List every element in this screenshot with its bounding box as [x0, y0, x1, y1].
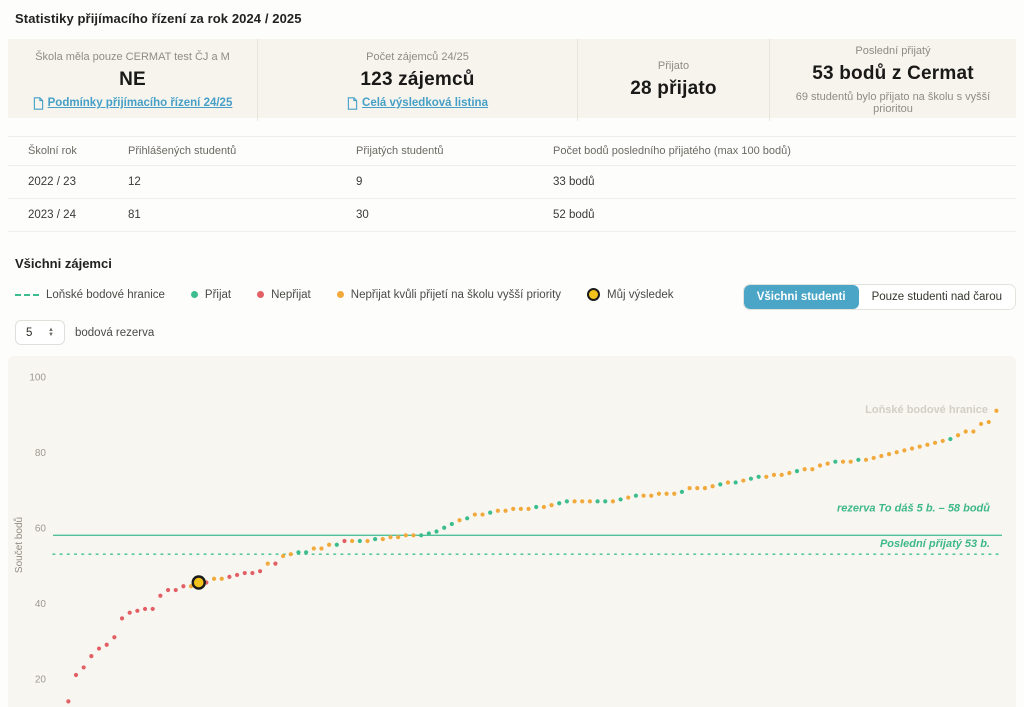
col-accepted: Přijatých studentů: [356, 136, 553, 166]
link-label: Podmínky přijímacího řízení 24/25: [47, 97, 233, 109]
toggle-all-students[interactable]: Všichni studenti: [743, 285, 859, 309]
legend-item-my-result: Můj výsledek: [587, 288, 674, 301]
admission-conditions-link[interactable]: Podmínky přijímacího řízení 24/25: [33, 96, 233, 110]
legend-label: Přijat: [204, 288, 232, 301]
svg-text:rezerva To dáš 5 b. – 58 bodů: rezerva To dáš 5 b. – 58 bodů: [837, 502, 990, 514]
cell-accepted: 30: [356, 198, 553, 232]
cell-year: 2023 / 24: [8, 198, 128, 232]
stat-value: 53 bodů z Cermat: [812, 63, 974, 84]
stat-subtext: 69 studentů bylo přijato na školu s vyšš…: [795, 91, 991, 115]
stat-card-applicants: Počet zájemců 24/25 123 zájemců Celá výs…: [258, 39, 578, 121]
svg-text:Poslední přijatý 53 b.: Poslední přijatý 53 b.: [880, 538, 990, 550]
stat-card-cermat: Škola měla pouze CERMAT test ČJ a M NE P…: [8, 39, 258, 121]
legend-label: Nepřijat kvůli přijetí na školu vyšší pr…: [350, 288, 562, 301]
section-title: Všichni zájemci: [15, 256, 112, 271]
history-table: Školní rok Přihlášených studentů Přijatý…: [8, 136, 1016, 232]
dashed-line-icon: [15, 293, 39, 296]
stat-value: 28 přijato: [630, 78, 717, 99]
chart-legend: Loňské bodové hranice Přijat Nepřijat Ne…: [15, 284, 674, 301]
orange-dot-icon: [336, 291, 344, 298]
cell-points: 52 bodů: [553, 198, 1016, 232]
results-list-link[interactable]: Celá výsledková listina: [347, 96, 488, 110]
svg-text:40: 40: [35, 599, 47, 610]
reserve-label: bodová rezerva: [75, 326, 155, 339]
reserve-row: ▲▼ bodová rezerva: [15, 320, 1016, 345]
stat-label: Škola měla pouze CERMAT test ČJ a M: [35, 50, 230, 63]
stepper-arrows-icon[interactable]: ▲ ▼: [48, 326, 54, 338]
stat-label: Přijato: [657, 60, 690, 72]
cell-points: 33 bodů: [553, 165, 1016, 199]
table-header-row: Školní rok Přihlášených studentů Přijatý…: [8, 136, 1016, 166]
cell-accepted: 9: [356, 165, 553, 199]
col-last-points: Počet bodů posledního přijatého (max 100…: [553, 136, 1016, 166]
svg-text:20: 20: [35, 674, 47, 685]
cell-year: 2022 / 23: [8, 165, 128, 199]
controls-row: Loňské bodové hranice Přijat Nepřijat Ne…: [15, 284, 1016, 310]
legend-item-admitted: Přijat: [190, 288, 232, 301]
reserve-input[interactable]: [26, 326, 48, 339]
col-school-year: Školní rok: [8, 136, 128, 166]
legend-label: Loňské bodové hranice: [46, 288, 165, 301]
svg-text:Součet bodů: Součet bodů: [13, 517, 25, 573]
yellow-ring-dot-icon: [587, 288, 601, 301]
reserve-spinbox[interactable]: ▲▼: [15, 320, 65, 345]
green-dot-icon: [190, 291, 198, 298]
red-dot-icon: [257, 291, 265, 298]
stat-value: 123 zájemců: [360, 68, 475, 90]
legend-item-threshold: Loňské bodové hranice: [15, 289, 165, 301]
legend-label: Můj výsledek: [607, 288, 674, 301]
stat-card-admitted: Přijato 28 přijato: [578, 39, 770, 121]
scatter-chart[interactable]: 010203040506070809010011012020406080100S…: [8, 356, 1016, 707]
stat-card-last-admitted: Poslední přijatý 53 bodů z Cermat 69 stu…: [770, 39, 1016, 121]
table-row: 2023 / 24 81 30 52 bodů: [8, 198, 1016, 232]
cell-applied: 12: [128, 165, 356, 199]
legend-label: Nepřijat: [271, 288, 311, 301]
page-title: Statistiky přijímacího řízení za rok 202…: [15, 11, 302, 26]
svg-text:100: 100: [29, 372, 46, 383]
stat-label: Poslední přijatý: [855, 45, 931, 57]
stat-label: Počet zájemců 24/25: [366, 50, 469, 63]
stats-band: Škola měla pouze CERMAT test ČJ a M NE P…: [8, 39, 1016, 121]
student-filter-toggle: Všichni studenti Pouze studenti nad čaro…: [742, 284, 1016, 310]
stat-value: NE: [119, 68, 146, 90]
table-row: 2022 / 23 12 9 33 bodů: [8, 165, 1016, 199]
toggle-above-line[interactable]: Pouze studenti nad čarou: [858, 285, 1015, 309]
svg-text:60: 60: [35, 523, 47, 534]
pdf-document-icon: [347, 96, 358, 110]
cell-applied: 81: [128, 198, 356, 232]
svg-text:Loňské bodové hranice: Loňské bodové hranice: [865, 404, 988, 416]
pdf-document-icon: [33, 96, 43, 110]
chart-panel: 010203040506070809010011012020406080100S…: [8, 356, 1016, 707]
legend-item-priority: Nepřijat kvůli přijetí na školu vyšší pr…: [336, 288, 562, 301]
svg-text:80: 80: [35, 448, 47, 459]
link-label: Celá výsledková listina: [362, 97, 488, 109]
legend-item-rejected: Nepřijat: [257, 289, 311, 301]
col-applied: Přihlášených studentů: [128, 136, 356, 166]
